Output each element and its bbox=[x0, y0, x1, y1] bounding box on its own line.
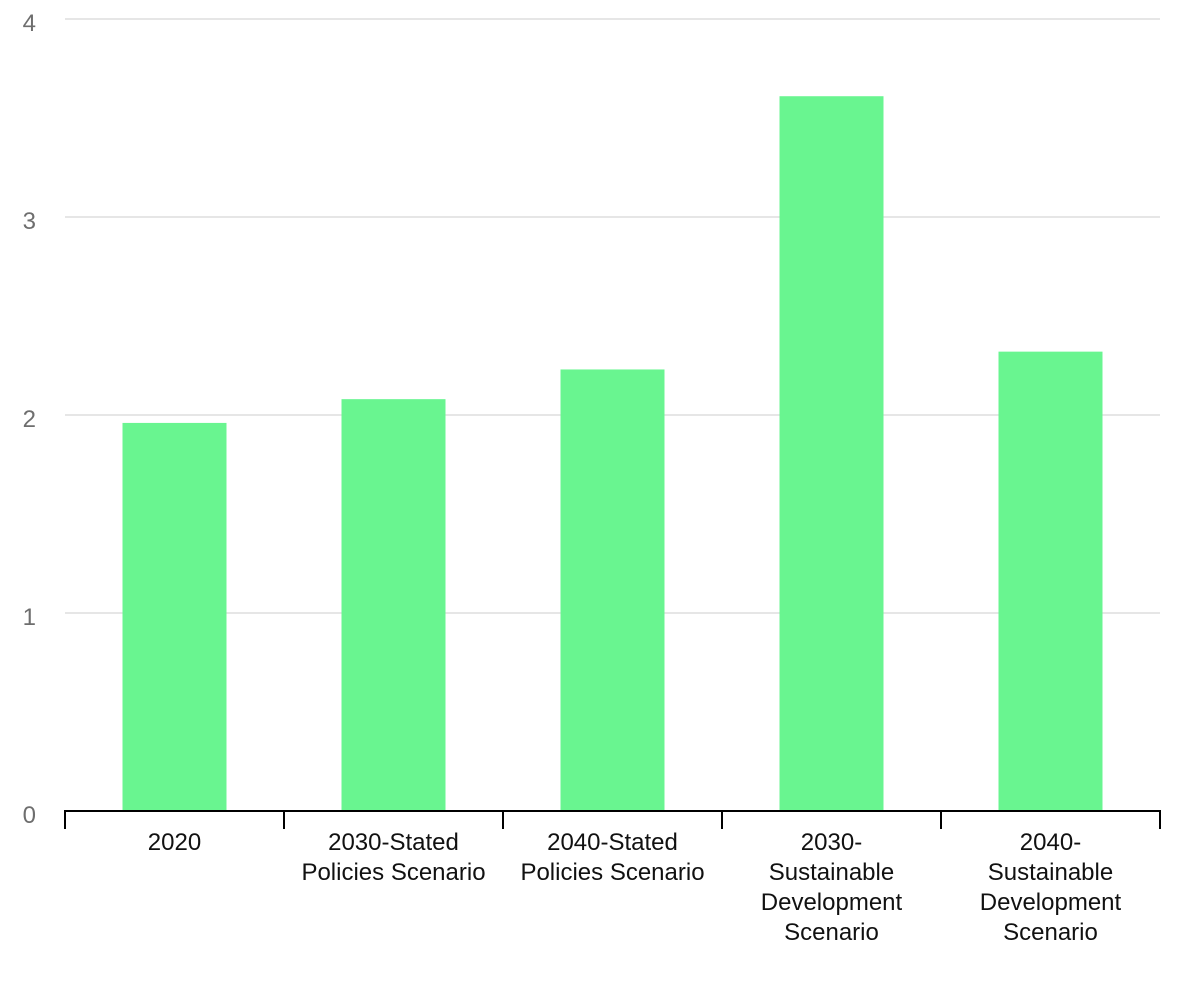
x-tick-label-line: 2040-Stated bbox=[547, 829, 678, 856]
y-axis-labels: 0 1 2 3 4 bbox=[23, 10, 36, 829]
y-tick-label: 0 bbox=[23, 802, 36, 829]
bar-0[interactable] bbox=[122, 422, 227, 811]
x-tick-label-line: Policies Scenario bbox=[301, 859, 485, 886]
x-tick-label-line: Scenario bbox=[1003, 919, 1098, 946]
x-tick-label-line: Policies Scenario bbox=[520, 859, 704, 886]
x-tick-label-line: Development bbox=[980, 889, 1122, 916]
x-tick-label-line: Scenario bbox=[784, 919, 879, 946]
x-tick-label-line: Sustainable bbox=[769, 859, 894, 886]
x-tick-label-1: 2030-Stated Policies Scenario bbox=[301, 829, 485, 886]
bar-2[interactable] bbox=[560, 369, 665, 811]
bar-3[interactable] bbox=[779, 96, 884, 812]
x-tick-label-line: 2020 bbox=[148, 829, 201, 856]
x-tick-label-line: 2040- bbox=[1020, 829, 1081, 856]
y-tick-label: 4 bbox=[23, 10, 36, 37]
x-tick-label-3: 2030- Sustainable Development Scenario bbox=[761, 829, 903, 946]
x-tick-label-line: Development bbox=[761, 889, 903, 916]
x-axis-labels: 2020 2030-Stated Policies Scenario2040-Sta… bbox=[148, 829, 1122, 946]
x-tick-label-line: 2030-Stated bbox=[328, 829, 459, 856]
x-axis bbox=[64, 810, 1161, 829]
x-tick-label-line: 2030- bbox=[801, 829, 862, 856]
bar-1[interactable] bbox=[341, 399, 446, 811]
x-tick-label-4: 2040- Sustainable Development Scenario bbox=[980, 829, 1122, 946]
x-tick-label-line: Sustainable bbox=[988, 859, 1113, 886]
y-tick-label: 3 bbox=[23, 208, 36, 235]
y-tick-label: 2 bbox=[23, 406, 36, 433]
bar-4[interactable] bbox=[998, 351, 1103, 811]
x-tick-label-0: 2020 bbox=[148, 829, 201, 856]
bars bbox=[122, 96, 1103, 812]
x-tick-label-2: 2040-Stated Policies Scenario bbox=[520, 829, 704, 886]
y-tick-label: 1 bbox=[23, 604, 36, 631]
